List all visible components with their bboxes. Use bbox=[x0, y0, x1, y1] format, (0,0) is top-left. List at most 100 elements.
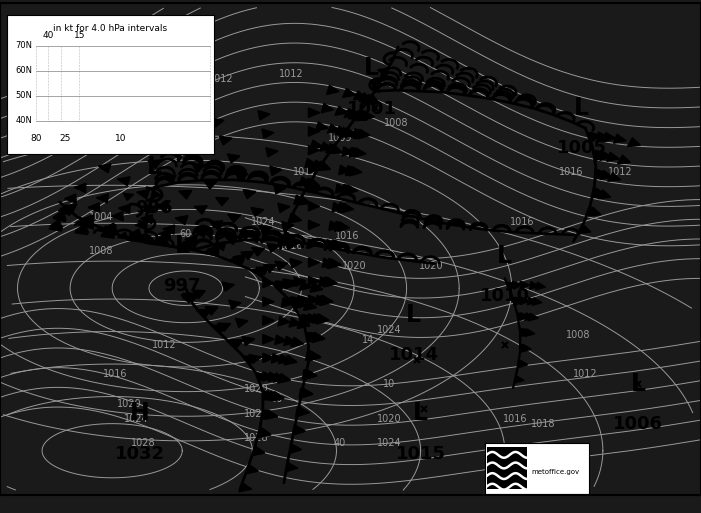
Polygon shape bbox=[315, 122, 328, 131]
Text: 60: 60 bbox=[179, 229, 192, 239]
Polygon shape bbox=[362, 111, 374, 121]
Polygon shape bbox=[518, 360, 528, 368]
Polygon shape bbox=[532, 298, 542, 305]
Polygon shape bbox=[608, 172, 620, 181]
Polygon shape bbox=[350, 148, 362, 157]
Polygon shape bbox=[520, 328, 529, 336]
Polygon shape bbox=[308, 145, 320, 155]
Polygon shape bbox=[271, 392, 284, 401]
Polygon shape bbox=[627, 138, 640, 147]
Polygon shape bbox=[268, 372, 280, 382]
Polygon shape bbox=[311, 283, 322, 292]
Polygon shape bbox=[270, 166, 282, 175]
Polygon shape bbox=[308, 351, 320, 361]
Polygon shape bbox=[323, 277, 335, 287]
Polygon shape bbox=[315, 295, 327, 305]
Text: L: L bbox=[630, 371, 646, 396]
Polygon shape bbox=[293, 425, 305, 435]
Polygon shape bbox=[592, 188, 604, 198]
Polygon shape bbox=[515, 297, 524, 305]
Polygon shape bbox=[229, 300, 241, 309]
Text: 1012: 1012 bbox=[278, 69, 304, 79]
Polygon shape bbox=[308, 351, 320, 361]
Text: 14: 14 bbox=[362, 335, 374, 345]
Polygon shape bbox=[339, 203, 350, 212]
Polygon shape bbox=[345, 185, 357, 194]
Polygon shape bbox=[288, 213, 301, 223]
Polygon shape bbox=[365, 95, 379, 104]
Polygon shape bbox=[346, 185, 358, 194]
Polygon shape bbox=[287, 298, 300, 306]
Polygon shape bbox=[147, 205, 158, 213]
Polygon shape bbox=[275, 335, 287, 344]
Polygon shape bbox=[240, 251, 254, 260]
Polygon shape bbox=[278, 317, 290, 326]
Text: in kt for 4.0 hPa intervals: in kt for 4.0 hPa intervals bbox=[53, 24, 168, 33]
Text: 1016: 1016 bbox=[559, 167, 583, 177]
Polygon shape bbox=[304, 301, 316, 310]
Polygon shape bbox=[297, 319, 310, 328]
Polygon shape bbox=[329, 259, 341, 268]
Polygon shape bbox=[322, 258, 334, 268]
Polygon shape bbox=[327, 85, 339, 94]
Polygon shape bbox=[308, 277, 320, 286]
Polygon shape bbox=[353, 112, 367, 121]
Polygon shape bbox=[307, 179, 320, 188]
Polygon shape bbox=[302, 314, 314, 324]
Polygon shape bbox=[327, 144, 341, 153]
Polygon shape bbox=[179, 243, 189, 250]
Polygon shape bbox=[325, 278, 337, 287]
Polygon shape bbox=[297, 407, 309, 416]
Polygon shape bbox=[367, 96, 380, 104]
Polygon shape bbox=[597, 132, 609, 142]
Polygon shape bbox=[308, 220, 320, 230]
Polygon shape bbox=[128, 232, 140, 241]
Text: 1032: 1032 bbox=[115, 445, 165, 463]
Polygon shape bbox=[358, 110, 369, 120]
Polygon shape bbox=[284, 336, 296, 345]
Polygon shape bbox=[329, 259, 341, 268]
Polygon shape bbox=[225, 236, 238, 245]
Polygon shape bbox=[317, 314, 329, 324]
Polygon shape bbox=[329, 221, 341, 230]
Polygon shape bbox=[268, 391, 280, 401]
Polygon shape bbox=[308, 351, 320, 361]
Polygon shape bbox=[363, 94, 376, 103]
Polygon shape bbox=[290, 259, 302, 268]
Polygon shape bbox=[520, 344, 530, 352]
Polygon shape bbox=[325, 278, 336, 287]
Polygon shape bbox=[353, 129, 365, 139]
Polygon shape bbox=[320, 295, 332, 305]
Polygon shape bbox=[304, 301, 316, 310]
Polygon shape bbox=[320, 295, 332, 305]
Polygon shape bbox=[74, 184, 86, 192]
Polygon shape bbox=[342, 185, 354, 194]
Polygon shape bbox=[263, 297, 274, 306]
Polygon shape bbox=[53, 212, 66, 222]
Polygon shape bbox=[118, 177, 130, 186]
Polygon shape bbox=[304, 370, 317, 379]
Polygon shape bbox=[304, 370, 317, 379]
Polygon shape bbox=[587, 133, 599, 142]
Polygon shape bbox=[308, 351, 320, 361]
Polygon shape bbox=[212, 325, 225, 333]
Polygon shape bbox=[286, 240, 298, 249]
Polygon shape bbox=[313, 333, 325, 342]
Text: 1024: 1024 bbox=[376, 438, 402, 448]
Polygon shape bbox=[335, 106, 348, 115]
Polygon shape bbox=[263, 315, 274, 325]
Polygon shape bbox=[319, 277, 331, 286]
Polygon shape bbox=[180, 147, 193, 155]
Polygon shape bbox=[263, 353, 274, 363]
Polygon shape bbox=[153, 237, 166, 246]
Text: 1010: 1010 bbox=[479, 287, 530, 305]
Text: 1012: 1012 bbox=[292, 167, 318, 177]
Text: 40: 40 bbox=[334, 438, 346, 448]
Polygon shape bbox=[318, 162, 330, 170]
Text: 1006: 1006 bbox=[613, 415, 663, 433]
Polygon shape bbox=[249, 354, 261, 364]
Polygon shape bbox=[123, 193, 134, 201]
Polygon shape bbox=[286, 462, 298, 472]
Polygon shape bbox=[302, 369, 314, 379]
Polygon shape bbox=[283, 232, 295, 241]
